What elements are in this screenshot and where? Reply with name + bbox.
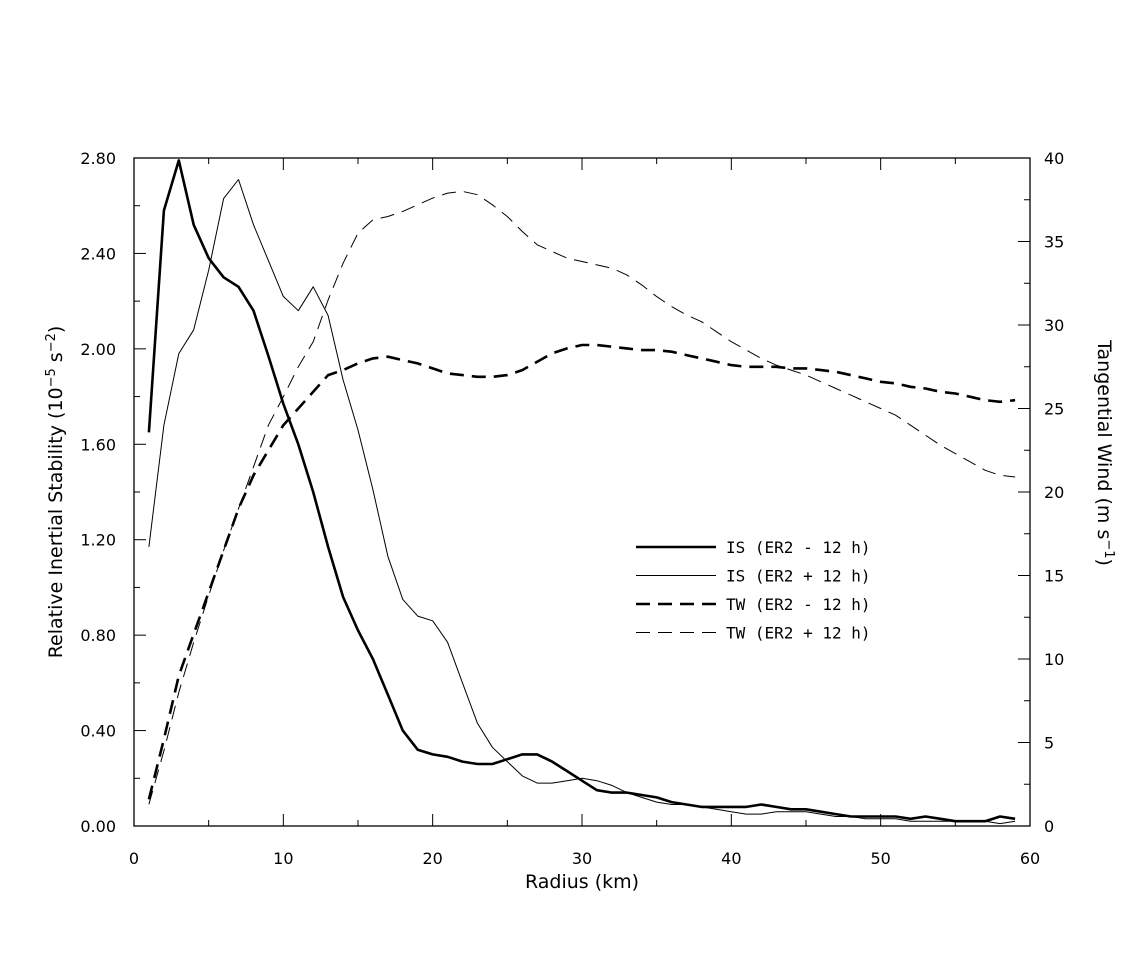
y-tick-label-left: 0.40 bbox=[80, 722, 116, 741]
y-tick-label-right: 30 bbox=[1044, 316, 1064, 335]
legend-label: TW (ER2 - 12 h) bbox=[726, 595, 871, 614]
y-tick-label-right: 40 bbox=[1044, 149, 1064, 168]
series-line-3 bbox=[147, 343, 1016, 800]
y-tick-label-left: 2.40 bbox=[80, 244, 116, 263]
x-tick-label: 10 bbox=[273, 849, 293, 868]
series-line-4 bbox=[148, 190, 1016, 805]
plot-frame bbox=[133, 157, 1031, 827]
legend-label: IS (ER2 + 12 h) bbox=[726, 567, 871, 586]
y-tick-label-left: 0.80 bbox=[80, 626, 116, 645]
y-tick-label-left: 2.80 bbox=[80, 149, 116, 168]
y-tick-label-left: 0.00 bbox=[80, 817, 116, 836]
series-line-2 bbox=[148, 179, 1016, 825]
x-tick-label: 0 bbox=[129, 849, 139, 868]
y-axis-label-right: Tangential Wind (m s−1) bbox=[1093, 339, 1116, 566]
x-tick-label: 50 bbox=[870, 849, 890, 868]
y-tick-label-left: 1.20 bbox=[80, 531, 116, 550]
y-tick-label-right: 10 bbox=[1044, 650, 1064, 669]
x-tick-label: 20 bbox=[422, 849, 442, 868]
y-tick-label-right: 0 bbox=[1044, 817, 1054, 836]
x-tick-label: 60 bbox=[1020, 849, 1040, 868]
x-tick-label: 40 bbox=[721, 849, 741, 868]
y-tick-label-left: 1.60 bbox=[80, 435, 116, 454]
legend: IS (ER2 - 12 h) IS (ER2 + 12 h) TW (ER2 - … bbox=[636, 538, 871, 643]
y-tick-label-right: 35 bbox=[1044, 233, 1064, 252]
y-tick-label-right: 5 bbox=[1044, 734, 1054, 753]
legend-label: TW (ER2 + 12 h) bbox=[726, 624, 871, 643]
y-tick-label-right: 25 bbox=[1044, 400, 1064, 419]
series-line-1 bbox=[147, 159, 1016, 823]
y-axis-label-left: Relative Inertial Stability (10−5 s−2) bbox=[44, 326, 67, 659]
y-tick-label-left: 2.00 bbox=[80, 340, 116, 359]
x-axis-label: Radius (km) bbox=[525, 871, 639, 893]
legend-label: IS (ER2 - 12 h) bbox=[726, 538, 871, 557]
y-tick-label-right: 15 bbox=[1044, 567, 1064, 586]
y-tick-label-right: 20 bbox=[1044, 483, 1064, 502]
x-tick-label: 30 bbox=[572, 849, 592, 868]
